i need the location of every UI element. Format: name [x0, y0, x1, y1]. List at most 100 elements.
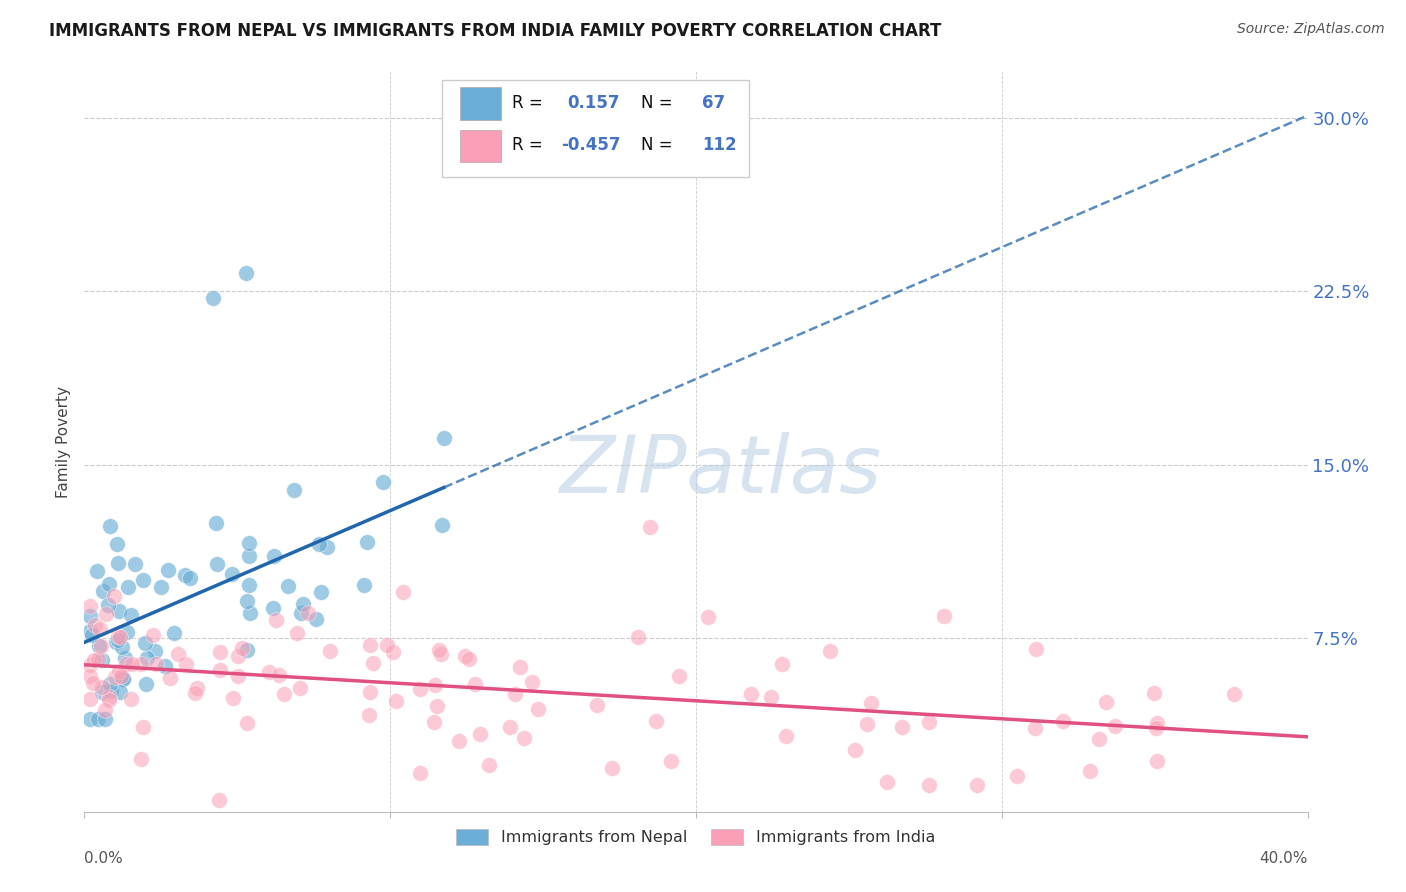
- Point: [359, 685, 381, 699]
- Point: [79, 624, 101, 639]
- Point: [226, 648, 249, 663]
- Point: [79, 669, 101, 683]
- Point: [184, 686, 207, 700]
- Point: [1094, 695, 1116, 709]
- Point: [143, 644, 166, 658]
- Point: [263, 549, 285, 563]
- Text: -0.457: -0.457: [561, 136, 621, 154]
- Point: [104, 670, 127, 684]
- Point: [1078, 764, 1101, 779]
- Point: [297, 606, 319, 620]
- Point: [527, 702, 550, 716]
- Point: [117, 580, 139, 594]
- Point: [94, 607, 117, 622]
- Point: [83, 653, 105, 667]
- Point: [115, 625, 138, 640]
- Point: [659, 754, 682, 768]
- Point: [108, 604, 131, 618]
- Point: [132, 720, 155, 734]
- Point: [136, 651, 159, 665]
- Point: [267, 668, 290, 682]
- Point: [121, 657, 143, 671]
- Text: 40.0%: 40.0%: [1260, 851, 1308, 865]
- Point: [308, 537, 330, 551]
- Point: [509, 660, 531, 674]
- Point: [105, 635, 128, 649]
- Point: [359, 638, 381, 652]
- Point: [107, 629, 129, 643]
- Point: [290, 606, 312, 620]
- Text: Source: ZipAtlas.com: Source: ZipAtlas.com: [1237, 22, 1385, 37]
- Text: R =: R =: [513, 94, 543, 112]
- Point: [305, 612, 328, 626]
- Point: [315, 540, 337, 554]
- Point: [179, 571, 201, 585]
- Point: [120, 608, 142, 623]
- Point: [239, 607, 262, 621]
- Text: N =: N =: [641, 94, 672, 112]
- Point: [173, 568, 195, 582]
- Point: [108, 630, 131, 644]
- Point: [377, 638, 399, 652]
- Point: [129, 752, 152, 766]
- Point: [290, 681, 312, 695]
- Point: [176, 657, 198, 671]
- Point: [423, 714, 446, 729]
- Point: [856, 717, 879, 731]
- Point: [163, 626, 186, 640]
- Point: [966, 778, 988, 792]
- Point: [1222, 687, 1244, 701]
- Point: [114, 650, 136, 665]
- Point: [917, 715, 939, 730]
- Point: [356, 534, 378, 549]
- Point: [201, 291, 224, 305]
- Point: [91, 680, 114, 694]
- FancyBboxPatch shape: [460, 129, 502, 162]
- Point: [638, 520, 661, 534]
- Point: [775, 729, 797, 743]
- Point: [235, 266, 257, 280]
- Point: [1146, 716, 1168, 731]
- Point: [427, 643, 450, 657]
- Point: [209, 645, 232, 659]
- Point: [79, 609, 101, 624]
- Point: [759, 690, 782, 705]
- Point: [696, 610, 718, 624]
- Point: [205, 557, 228, 571]
- Point: [79, 712, 101, 726]
- Point: [131, 657, 153, 671]
- FancyBboxPatch shape: [441, 80, 748, 178]
- Text: N =: N =: [641, 136, 672, 154]
- Point: [1144, 721, 1167, 735]
- Point: [257, 665, 280, 679]
- Point: [142, 628, 165, 642]
- Point: [319, 644, 342, 658]
- Point: [84, 618, 107, 632]
- Legend: Immigrants from Nepal, Immigrants from India: Immigrants from Nepal, Immigrants from I…: [450, 822, 942, 852]
- Point: [208, 793, 231, 807]
- Point: [235, 716, 257, 731]
- Point: [1052, 714, 1074, 728]
- Point: [107, 537, 129, 551]
- Point: [86, 564, 108, 578]
- Point: [385, 694, 408, 708]
- Point: [292, 597, 315, 611]
- Point: [503, 687, 526, 701]
- Point: [94, 712, 117, 726]
- Point: [86, 651, 108, 665]
- Point: [93, 703, 115, 717]
- Point: [426, 699, 449, 714]
- Point: [98, 519, 121, 533]
- Point: [1007, 769, 1029, 783]
- Point: [238, 536, 260, 550]
- Point: [277, 579, 299, 593]
- Y-axis label: Family Poverty: Family Poverty: [56, 385, 72, 498]
- Point: [236, 594, 259, 608]
- Point: [409, 682, 432, 697]
- Text: ZIPatlas: ZIPatlas: [560, 432, 882, 510]
- Point: [391, 584, 413, 599]
- Point: [311, 584, 333, 599]
- Point: [124, 558, 146, 572]
- FancyBboxPatch shape: [460, 87, 502, 120]
- Point: [645, 714, 668, 728]
